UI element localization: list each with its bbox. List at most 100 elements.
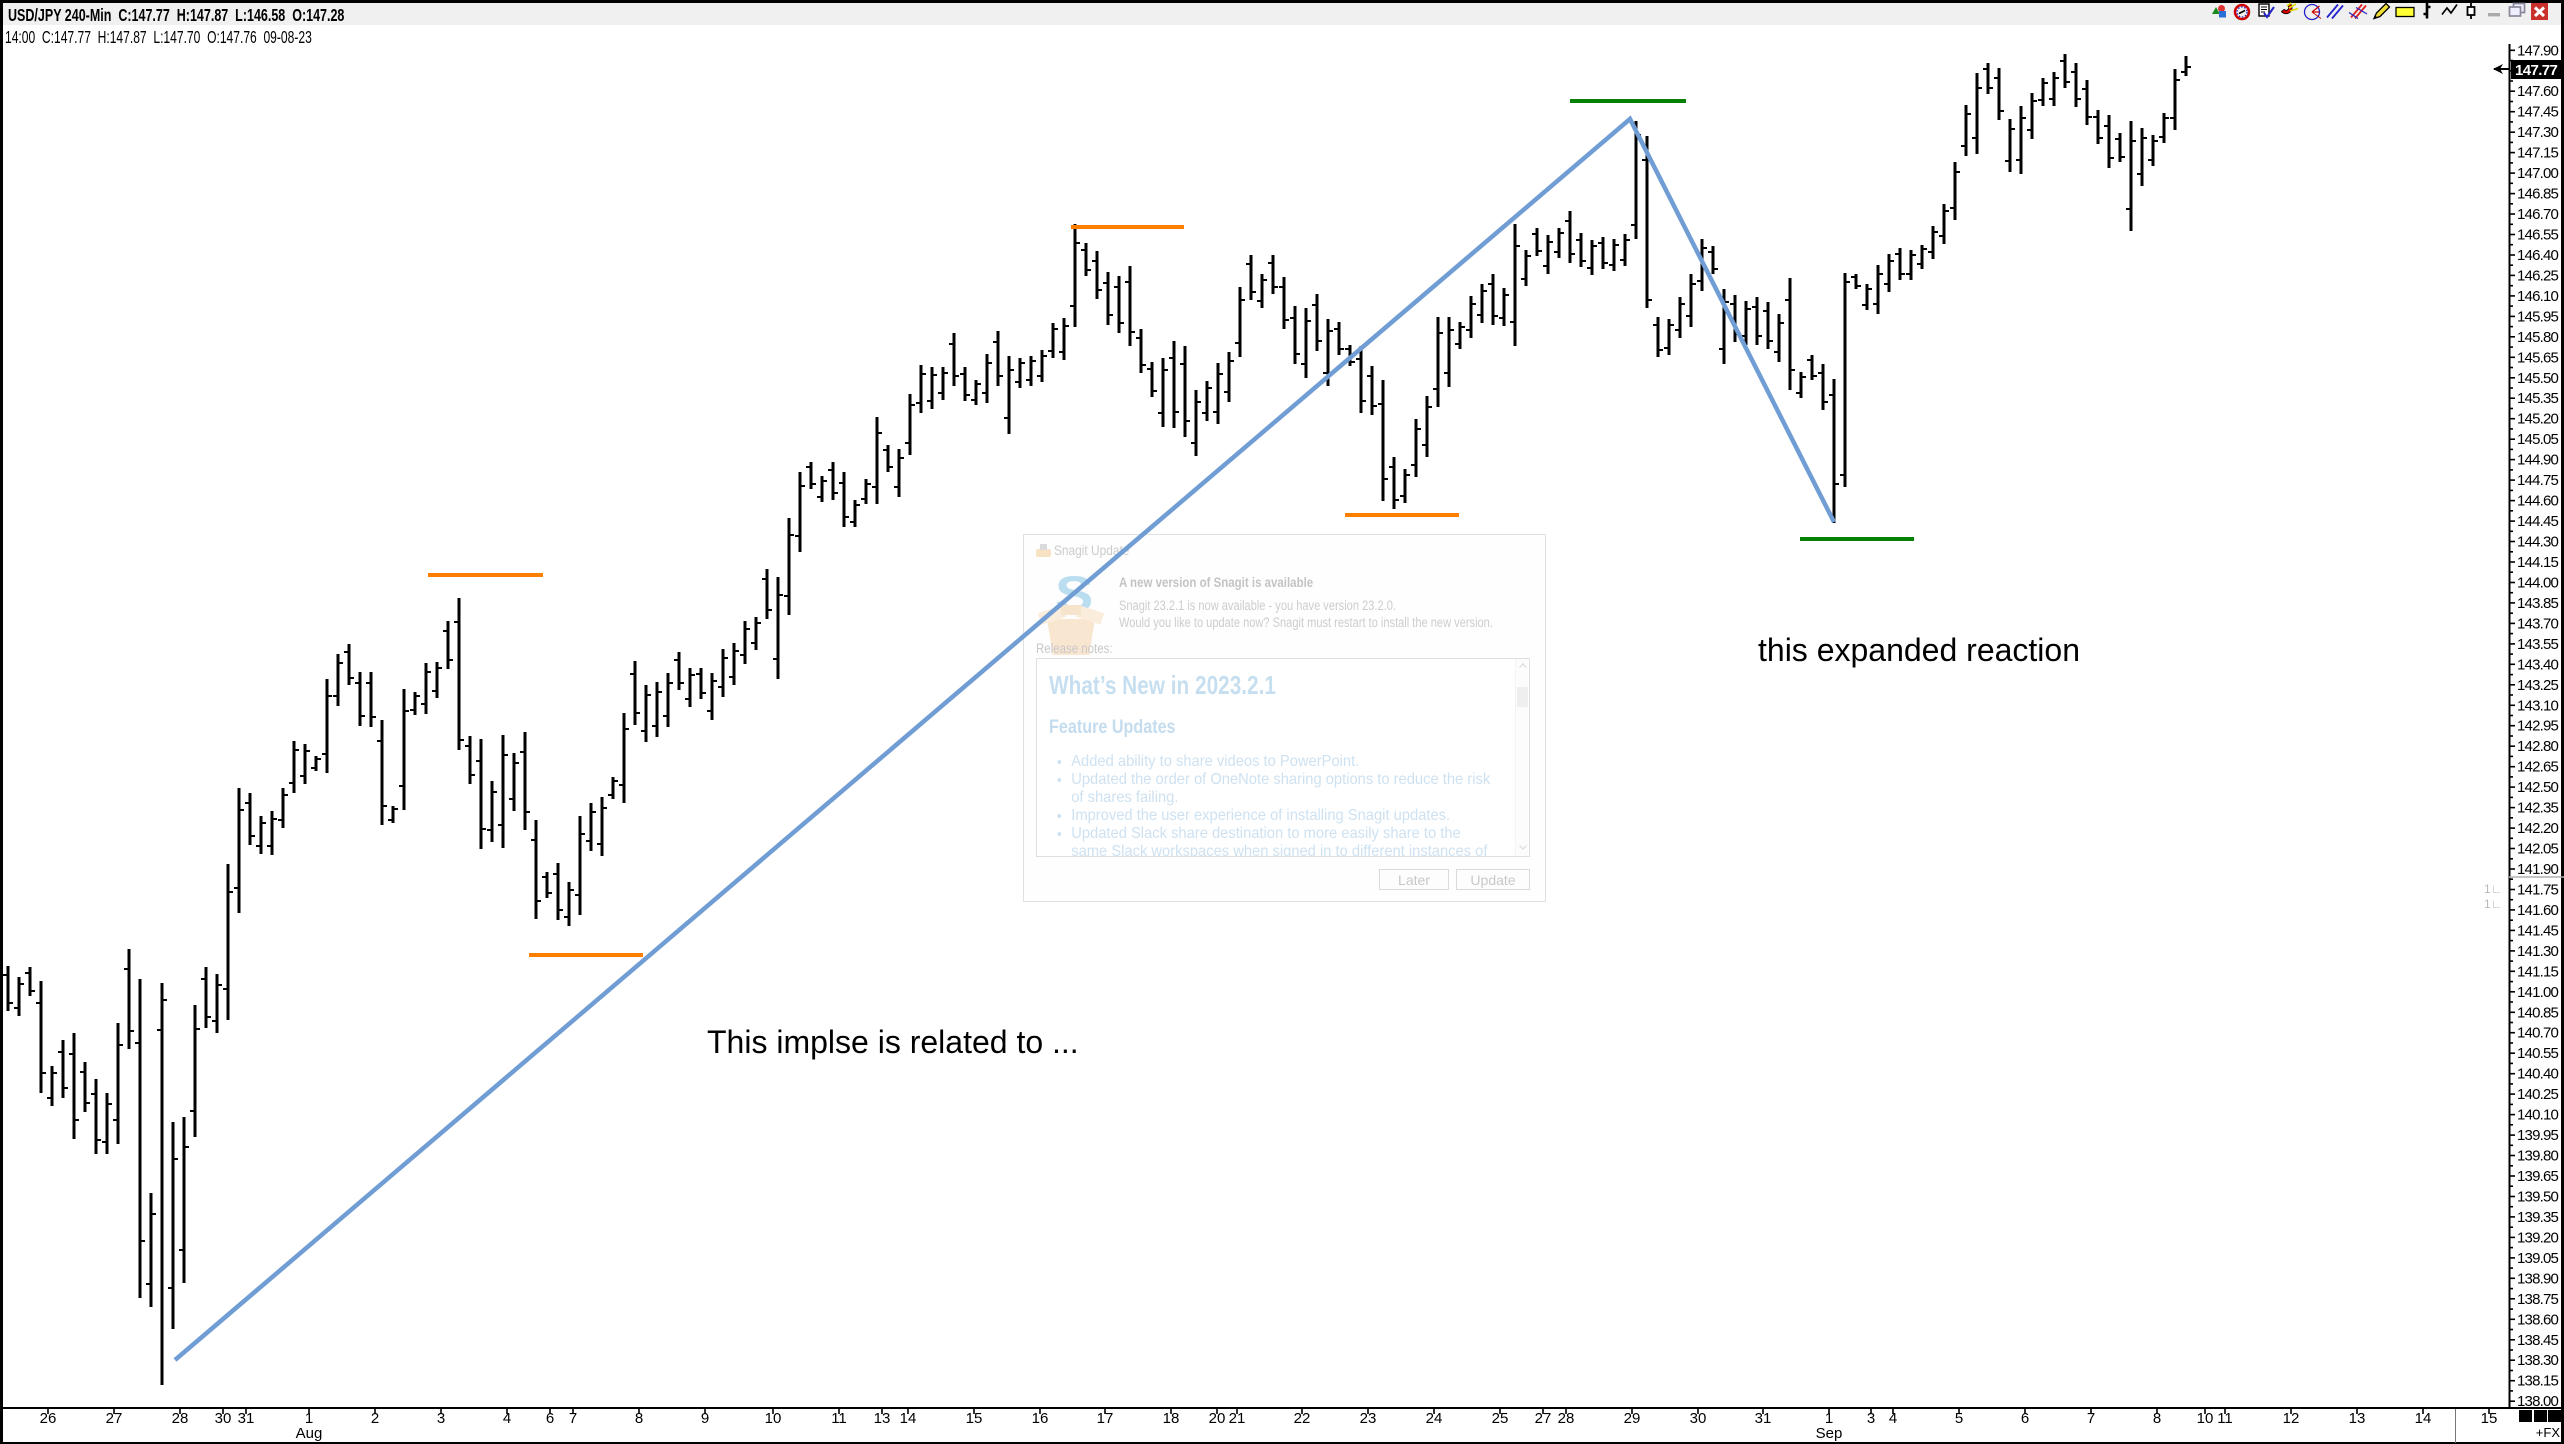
svg-text:142.35: 142.35 xyxy=(2517,800,2559,817)
svg-text:22: 22 xyxy=(1294,1410,1311,1427)
svg-text:Aug: Aug xyxy=(296,1425,323,1442)
svg-text:6: 6 xyxy=(546,1410,554,1427)
svg-text:11: 11 xyxy=(2217,1410,2233,1427)
svg-text:31: 31 xyxy=(238,1410,255,1427)
svg-text:29: 29 xyxy=(1624,1410,1641,1427)
svg-text:144.90: 144.90 xyxy=(2517,452,2559,469)
svg-text:146.40: 146.40 xyxy=(2517,247,2559,264)
svg-text:147.00: 147.00 xyxy=(2517,165,2559,182)
svg-text:138.00: 138.00 xyxy=(2517,1393,2559,1410)
svg-text:140.40: 140.40 xyxy=(2517,1066,2559,1083)
svg-text:13: 13 xyxy=(2349,1410,2366,1427)
svg-text:142.95: 142.95 xyxy=(2517,718,2559,735)
svg-text:144.60: 144.60 xyxy=(2517,493,2559,510)
svg-text:14: 14 xyxy=(2415,1410,2432,1427)
svg-text:23: 23 xyxy=(1360,1410,1377,1427)
svg-text:1: 1 xyxy=(1825,1410,1833,1427)
svg-text:141.30: 141.30 xyxy=(2517,943,2559,960)
svg-text:146.85: 146.85 xyxy=(2517,186,2559,203)
svg-text:141.15: 141.15 xyxy=(2517,963,2559,980)
svg-text:13: 13 xyxy=(874,1410,891,1427)
svg-text:143.10: 143.10 xyxy=(2517,697,2559,714)
svg-text:139.65: 139.65 xyxy=(2517,1168,2559,1185)
svg-text:3: 3 xyxy=(437,1410,445,1427)
svg-text:27: 27 xyxy=(1535,1410,1552,1427)
svg-text:144.15: 144.15 xyxy=(2517,554,2559,571)
svg-text:9: 9 xyxy=(701,1410,709,1427)
svg-text:140.70: 140.70 xyxy=(2517,1025,2559,1042)
svg-text:7: 7 xyxy=(2087,1410,2095,1427)
svg-text:142.50: 142.50 xyxy=(2517,779,2559,796)
svg-text:139.95: 139.95 xyxy=(2517,1127,2559,1144)
svg-text:138.60: 138.60 xyxy=(2517,1311,2559,1328)
svg-text:144.45: 144.45 xyxy=(2517,513,2559,530)
svg-text:142.20: 142.20 xyxy=(2517,820,2559,837)
svg-text:146.70: 146.70 xyxy=(2517,206,2559,223)
svg-text:1∟: 1∟ xyxy=(2484,897,2502,911)
svg-text:12: 12 xyxy=(2283,1410,2300,1427)
svg-text:10: 10 xyxy=(2197,1410,2214,1427)
svg-text:145.95: 145.95 xyxy=(2517,308,2559,325)
svg-text:141.45: 141.45 xyxy=(2517,922,2559,939)
svg-text:138.15: 138.15 xyxy=(2517,1373,2559,1390)
svg-text:24: 24 xyxy=(1426,1410,1443,1427)
svg-text:140.55: 140.55 xyxy=(2517,1045,2559,1062)
svg-text:140.85: 140.85 xyxy=(2517,1004,2559,1021)
svg-text:140.25: 140.25 xyxy=(2517,1086,2559,1103)
svg-text:20: 20 xyxy=(1209,1410,1226,1427)
svg-text:Sep: Sep xyxy=(1816,1425,1843,1442)
svg-text:139.20: 139.20 xyxy=(2517,1229,2559,1246)
svg-text:144.00: 144.00 xyxy=(2517,575,2559,592)
svg-text:141.90: 141.90 xyxy=(2517,861,2559,878)
svg-text:27: 27 xyxy=(106,1410,123,1427)
svg-text:18: 18 xyxy=(1163,1410,1180,1427)
svg-text:143.70: 143.70 xyxy=(2517,615,2559,632)
svg-text:143.55: 143.55 xyxy=(2517,636,2559,653)
svg-text:145.05: 145.05 xyxy=(2517,431,2559,448)
svg-text:138.75: 138.75 xyxy=(2517,1291,2559,1308)
svg-text:11: 11 xyxy=(831,1410,847,1427)
svg-text:16: 16 xyxy=(1032,1410,1049,1427)
svg-text:26: 26 xyxy=(40,1410,57,1427)
svg-text:147.77: 147.77 xyxy=(2515,62,2558,79)
svg-text:145.50: 145.50 xyxy=(2517,370,2559,387)
svg-text:141.60: 141.60 xyxy=(2517,902,2559,919)
svg-text:30: 30 xyxy=(1690,1410,1707,1427)
svg-text:146.10: 146.10 xyxy=(2517,288,2559,305)
svg-text:142.65: 142.65 xyxy=(2517,759,2559,776)
svg-text:8: 8 xyxy=(2153,1410,2161,1427)
svg-text:147.30: 147.30 xyxy=(2517,124,2559,141)
svg-text:2: 2 xyxy=(371,1410,379,1427)
svg-text:1∟: 1∟ xyxy=(2484,882,2502,896)
svg-text:139.35: 139.35 xyxy=(2517,1209,2559,1226)
svg-text:3: 3 xyxy=(1867,1410,1875,1427)
svg-text:28: 28 xyxy=(1558,1410,1575,1427)
svg-text:140.10: 140.10 xyxy=(2517,1107,2559,1124)
svg-text:143.85: 143.85 xyxy=(2517,595,2559,612)
svg-text:145.80: 145.80 xyxy=(2517,329,2559,346)
svg-text:8: 8 xyxy=(635,1410,643,1427)
svg-text:147.60: 147.60 xyxy=(2517,83,2559,100)
svg-text:7: 7 xyxy=(569,1410,577,1427)
svg-text:4: 4 xyxy=(503,1410,511,1427)
svg-text:141.75: 141.75 xyxy=(2517,882,2559,899)
svg-text:30: 30 xyxy=(215,1410,232,1427)
svg-text:143.25: 143.25 xyxy=(2517,677,2559,694)
svg-text:17: 17 xyxy=(1097,1410,1114,1427)
svg-text:31: 31 xyxy=(1755,1410,1772,1427)
svg-text:146.25: 146.25 xyxy=(2517,267,2559,284)
svg-text:5: 5 xyxy=(1955,1410,1963,1427)
svg-text:144.30: 144.30 xyxy=(2517,534,2559,551)
svg-text:4: 4 xyxy=(1889,1410,1897,1427)
svg-text:144.75: 144.75 xyxy=(2517,472,2559,489)
svg-text:15: 15 xyxy=(966,1410,983,1427)
svg-text:142.05: 142.05 xyxy=(2517,841,2559,858)
svg-text:138.45: 138.45 xyxy=(2517,1332,2559,1349)
svg-text:138.90: 138.90 xyxy=(2517,1270,2559,1287)
svg-text:139.50: 139.50 xyxy=(2517,1189,2559,1206)
svg-text:139.05: 139.05 xyxy=(2517,1250,2559,1267)
svg-text:147.15: 147.15 xyxy=(2517,145,2559,162)
svg-text:142.80: 142.80 xyxy=(2517,738,2559,755)
svg-text:6: 6 xyxy=(2021,1410,2029,1427)
svg-text:138.30: 138.30 xyxy=(2517,1352,2559,1369)
